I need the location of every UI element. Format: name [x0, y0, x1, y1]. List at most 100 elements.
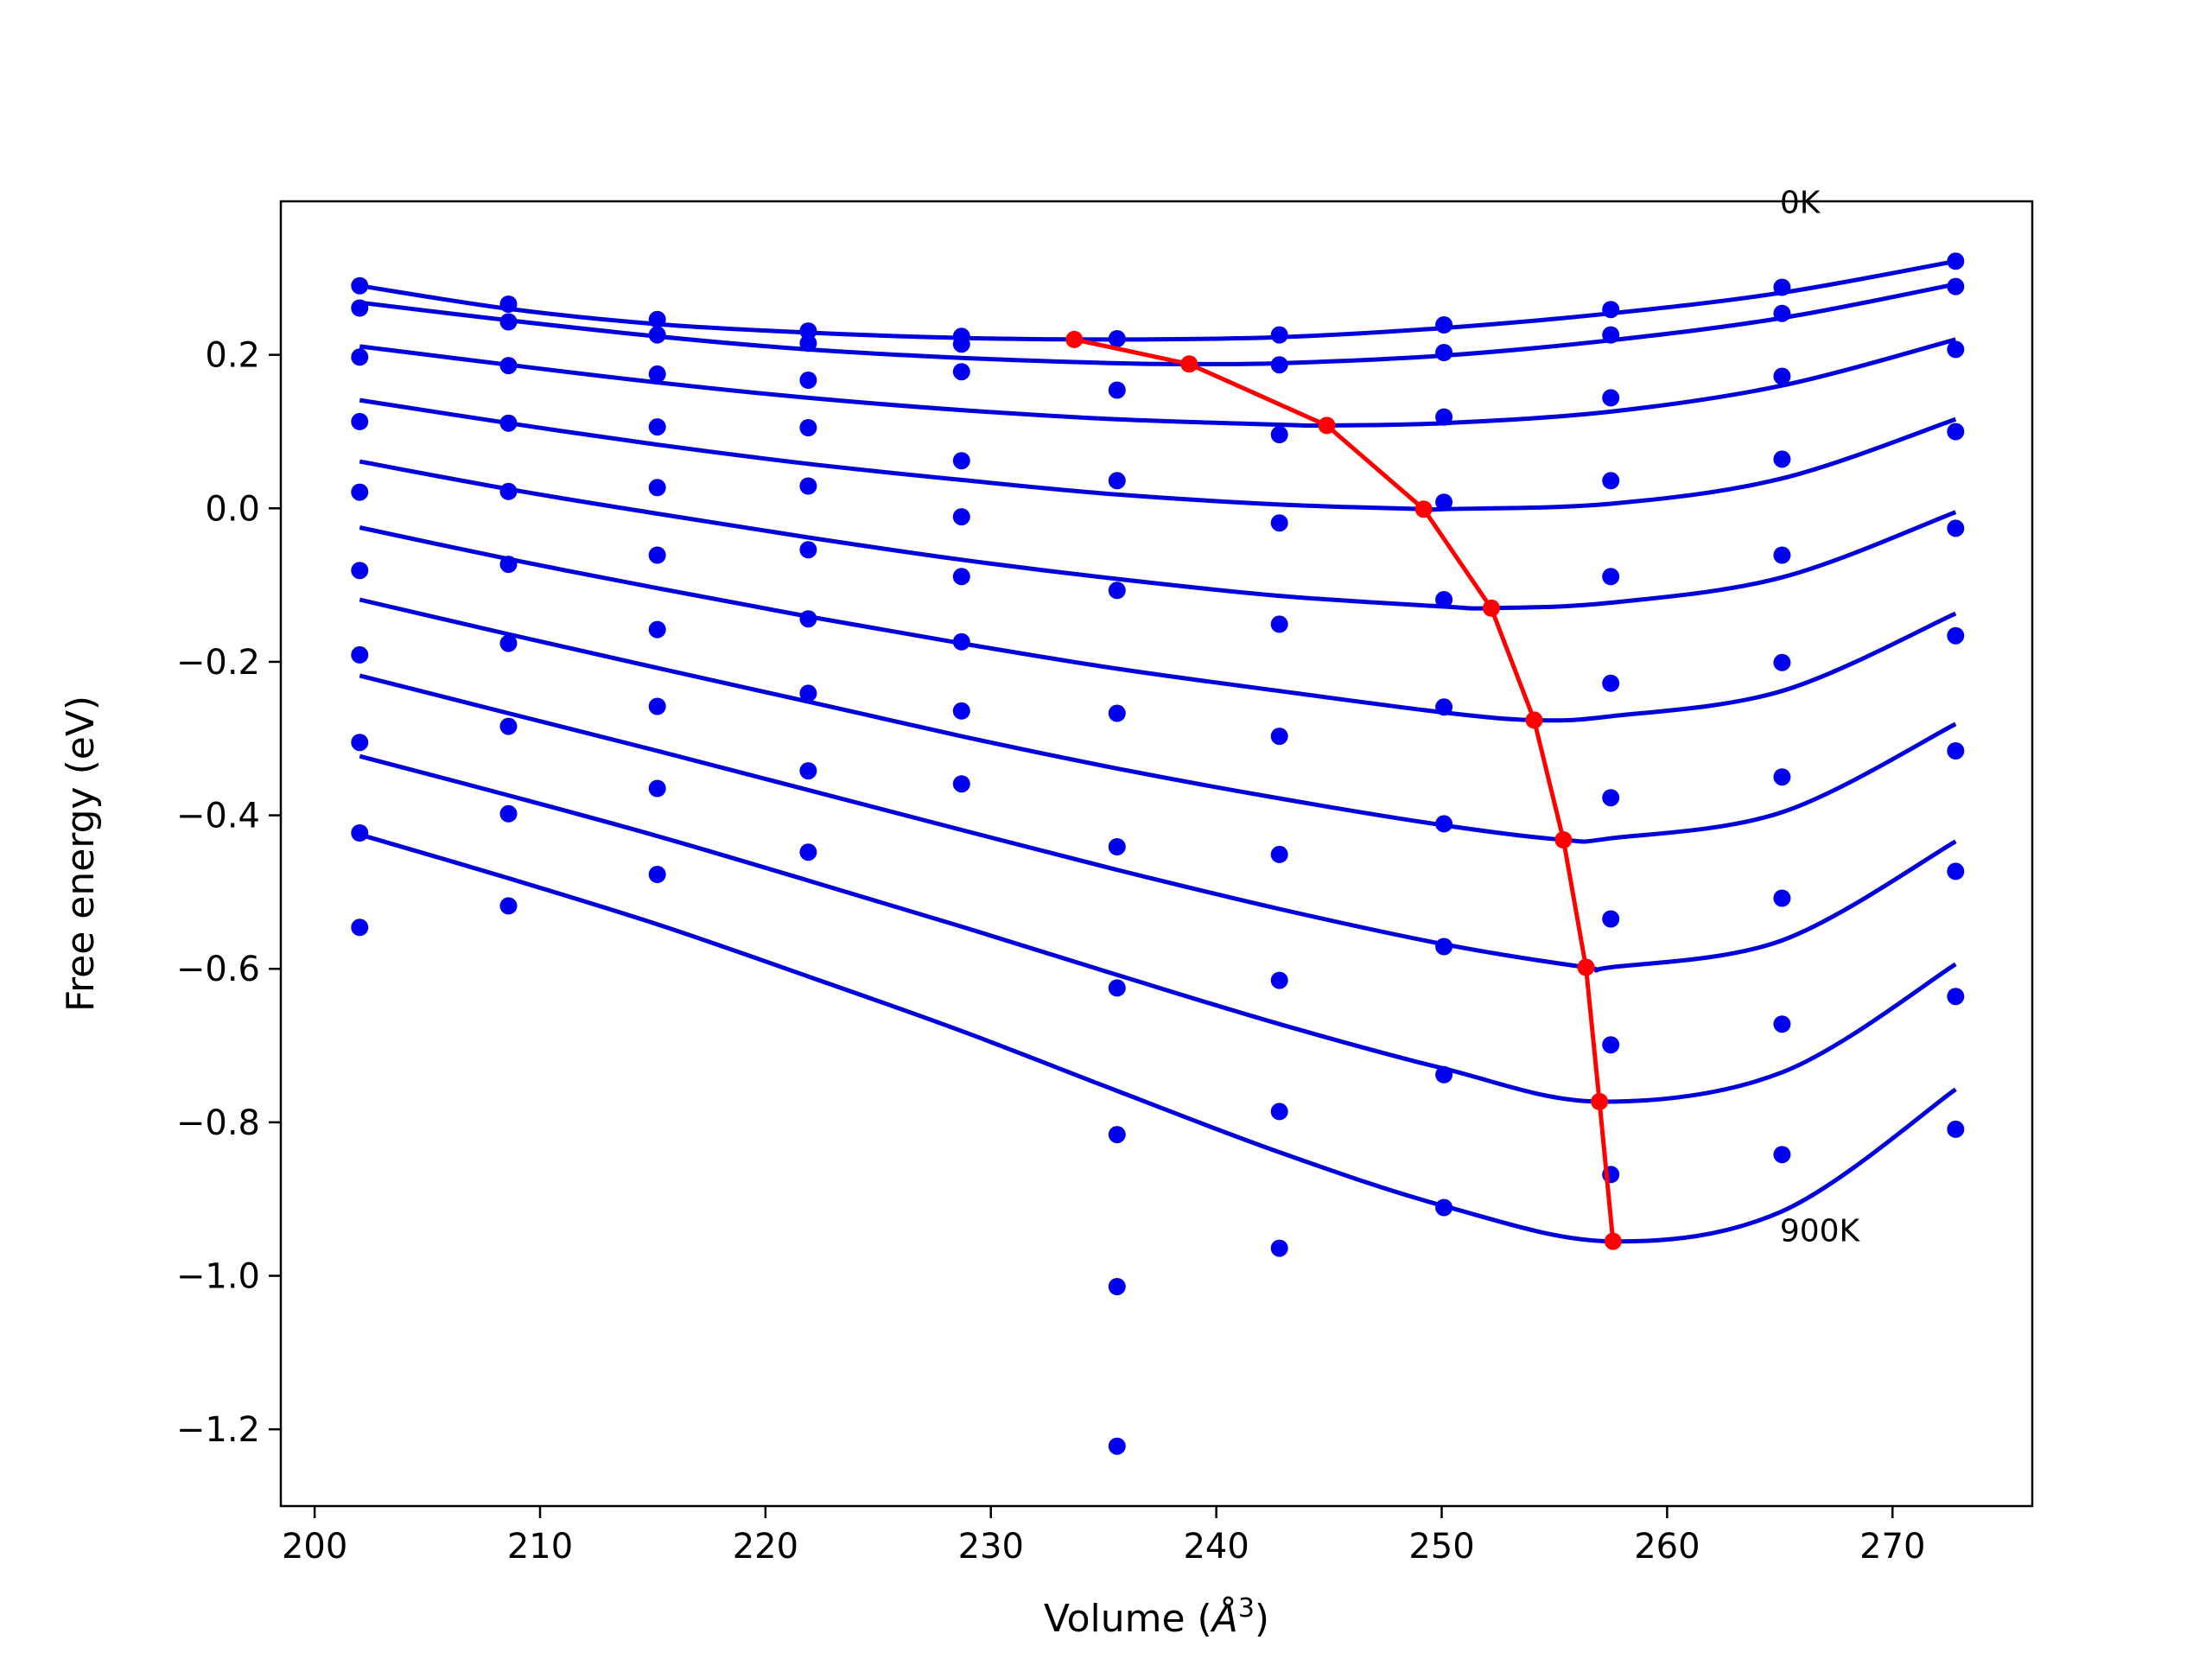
fit-curve-9 — [359, 832, 1957, 1244]
data-point — [1602, 301, 1620, 319]
data-point — [1602, 674, 1620, 692]
data-point — [648, 697, 666, 715]
x-axis-label-symbol: Å — [1210, 1595, 1238, 1641]
data-point — [1108, 1437, 1126, 1455]
y-axis-label: Free energy (eV) — [59, 696, 103, 1012]
data-point — [1435, 815, 1453, 833]
data-point — [351, 824, 369, 842]
data-point — [1947, 252, 1965, 270]
data-point — [351, 645, 369, 664]
data-point — [799, 419, 817, 436]
minimum-point — [1591, 1092, 1609, 1110]
annotation-900k: 900K — [1780, 1214, 1861, 1249]
x-tick-label: 270 — [1859, 1527, 1925, 1567]
data-point — [648, 620, 666, 639]
minimum-point — [1604, 1232, 1622, 1250]
annotation-0k: 0K — [1780, 185, 1821, 220]
data-point — [648, 546, 666, 564]
data-point — [351, 918, 369, 937]
data-point — [1435, 591, 1453, 608]
data-point — [648, 418, 666, 436]
data-point — [499, 482, 518, 500]
data-point — [1773, 304, 1791, 322]
fit-curve-7 — [359, 673, 1957, 973]
data-point — [1108, 330, 1126, 347]
data-point — [1270, 845, 1288, 863]
data-point — [799, 322, 817, 340]
fit-curve-4 — [359, 459, 1957, 611]
data-point — [799, 372, 817, 389]
data-point — [648, 866, 666, 883]
data-point — [952, 452, 970, 470]
data-point — [1270, 426, 1288, 443]
data-point — [1270, 1103, 1288, 1121]
data-point — [1773, 546, 1791, 564]
y-tick-label: −0.4 — [176, 797, 260, 836]
fit-curves — [359, 258, 1957, 1244]
data-point — [1270, 356, 1288, 374]
data-point — [351, 348, 369, 366]
minimum-point — [1180, 355, 1198, 373]
data-point — [1435, 344, 1453, 361]
y-tick-label: 0.0 — [205, 489, 260, 529]
x-axis-label: Volume (Å3) — [1044, 1593, 1269, 1642]
data-point — [1270, 1239, 1288, 1257]
data-point — [1108, 704, 1126, 722]
data-point — [1773, 768, 1791, 786]
x-tick-label: 200 — [282, 1527, 347, 1567]
data-point — [351, 483, 369, 501]
data-point — [1435, 938, 1453, 956]
minimum-point — [1414, 500, 1433, 518]
x-tick-label: 220 — [733, 1527, 798, 1567]
data-point — [499, 357, 518, 375]
y-tick-label: 0.2 — [205, 336, 260, 376]
data-point — [1108, 472, 1126, 490]
x-tick-label: 210 — [507, 1527, 573, 1567]
data-point — [648, 326, 666, 344]
data-point — [952, 508, 970, 526]
data-point — [351, 276, 369, 295]
minimum-point — [1577, 958, 1595, 976]
data-point — [1773, 1015, 1791, 1033]
plot-frame — [279, 200, 2034, 1508]
data-point — [499, 897, 518, 915]
data-point — [1270, 971, 1288, 989]
fit-curve-6 — [359, 597, 1957, 844]
minimum-point — [1065, 330, 1084, 348]
data-point — [648, 479, 666, 497]
data-point — [1773, 278, 1791, 296]
data-point — [1773, 1146, 1791, 1164]
data-point — [499, 296, 518, 313]
data-point — [952, 632, 970, 651]
data-point — [1602, 910, 1620, 928]
minimum-path — [1065, 330, 1622, 1250]
y-tick-label: −0.8 — [176, 1103, 260, 1143]
data-point — [952, 702, 970, 720]
data-point — [1108, 381, 1126, 399]
data-point — [1435, 1198, 1453, 1217]
data-point — [1435, 698, 1453, 716]
data-point — [1947, 519, 1965, 537]
fit-curve-8 — [359, 753, 1957, 1104]
x-tick-label: 230 — [958, 1527, 1024, 1567]
data-point — [499, 804, 518, 823]
data-point — [1435, 316, 1453, 334]
data-points — [351, 252, 1965, 1455]
data-point — [952, 568, 970, 586]
x-tick-label: 250 — [1408, 1527, 1474, 1567]
data-point — [1270, 326, 1288, 344]
axes — [279, 200, 2034, 1508]
minimum-point — [1554, 831, 1573, 849]
data-point — [952, 775, 970, 793]
data-point — [648, 310, 666, 328]
data-point — [1773, 450, 1791, 468]
data-point — [1435, 408, 1453, 426]
data-point — [1602, 789, 1620, 807]
minimum-point — [1482, 599, 1500, 617]
data-point — [1947, 277, 1965, 296]
data-point — [1270, 514, 1288, 532]
data-point — [1602, 389, 1620, 407]
data-point — [1602, 1036, 1620, 1054]
